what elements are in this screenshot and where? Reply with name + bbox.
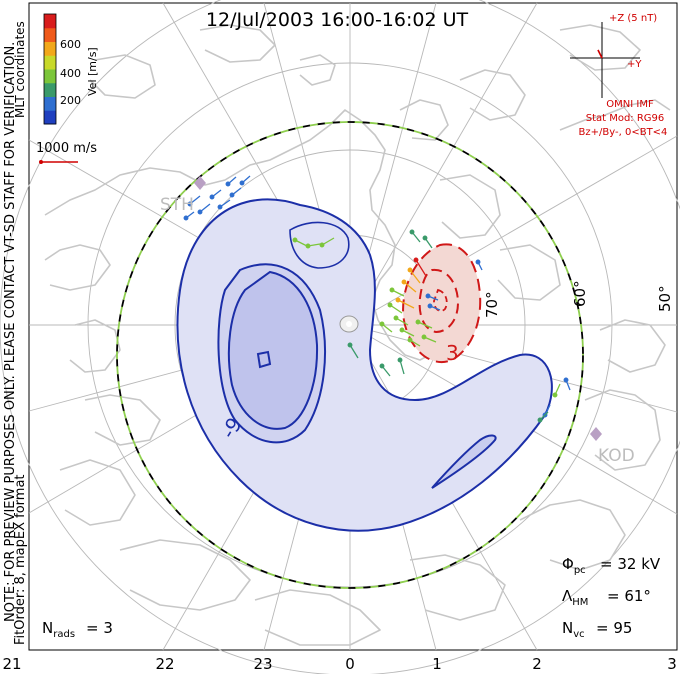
svg-text:Φpc: Φpc [562,555,586,576]
colorbar-frame [43,13,57,125]
map-title: 12/Jul/2003 16:00-16:02 UT [206,9,469,31]
lat-label-60: 60° [571,280,589,307]
lat-label-70: 70° [483,291,501,318]
mlt-label-3: 3 [667,655,677,673]
velocity-colorbar [44,14,56,125]
imf-model-line: Stat Mod: RG96 [586,113,665,124]
colorbar-tick-200: 200 [60,94,81,107]
station-sth-label: STH [160,195,194,215]
pole-marker [339,315,359,333]
lat-label-50: 50° [656,285,674,312]
mlt-label-22: 22 [155,655,174,673]
svg-text:= 3: = 3 [86,619,113,637]
velocity-scale-label: 1000 m/s [36,141,97,156]
svg-text:Nvc: Nvc [562,619,585,640]
convection-cells [176,198,553,532]
colorbar-segment [44,69,56,84]
plot-frame [28,2,678,651]
colorbar-segment [44,27,56,42]
station-kod-label: KOD [598,446,635,466]
stat-lambda-hm: ΛHM = 61° [562,587,651,608]
imf-condition-line: Bz+/By-, 0<BT<4 [579,127,668,138]
dusk-cell-inner-2 [227,270,319,430]
mlt-label-21: 21 [2,655,21,673]
station-kod-marker [590,427,602,441]
stat-n-rads: Nrads = 3 [42,619,113,640]
colorbar-segment [44,55,56,70]
imf-vector [597,49,603,59]
svg-text:ΛHM: ΛHM [562,587,588,608]
colorbar-segment [44,110,56,125]
svg-text:= 32 kV: = 32 kV [600,555,661,573]
velocity-scale-dot [39,160,43,164]
dusk-arm-contour [431,434,497,489]
mlt-label-23: 23 [253,655,272,673]
svg-text:= 61°: = 61° [607,587,651,605]
dawn-cell-outer [402,243,482,363]
dawn-cell-inner [418,268,460,334]
station-sth-marker [194,176,206,190]
colorbar-tick-400: 400 [60,67,81,80]
coordinate-system-label: MLT coordinates [13,21,27,118]
dawn-cell-core [433,288,448,312]
station-markers [194,176,602,441]
colorbar-segment [44,96,56,111]
stat-n-vc: Nvc = 95 [562,619,632,640]
colorbar-segment [44,41,56,56]
contour-label-dawn: 3 [446,341,459,365]
hm-boundary-green [116,121,584,589]
imf-dial [570,22,640,98]
dusk-cell-core [256,350,272,369]
stat-phi-pc: Φpc = 32 kV [562,555,661,576]
velocity-vectors [183,175,571,423]
preview-note: NOTE: FOR PREVIEW PURPOSES ONLY. PLEASE … [3,42,18,622]
colorbar-segment [44,82,56,97]
mlt-label-1: 1 [432,655,442,673]
colorbar-segment [44,14,56,29]
colorbar-label: Vel [m/s] [86,47,99,96]
svg-text:= 95: = 95 [596,619,632,637]
mlt-label-2: 2 [532,655,542,673]
colorbar-tick-600: 600 [60,38,81,51]
dusk-upper-loop [289,221,350,269]
svg-text:Nrads: Nrads [42,619,75,640]
fit-order-note: FitOrder: 8, mapEX format [13,474,28,645]
imf-source-line: OMNI IMF [606,99,654,110]
imf-y-label: +Y [627,59,642,70]
mlt-axis: 21 22 23 0 1 2 3 [2,655,676,673]
imf-z-label: +Z (5 nT) [609,13,657,24]
mlt-label-0: 0 [345,655,355,673]
